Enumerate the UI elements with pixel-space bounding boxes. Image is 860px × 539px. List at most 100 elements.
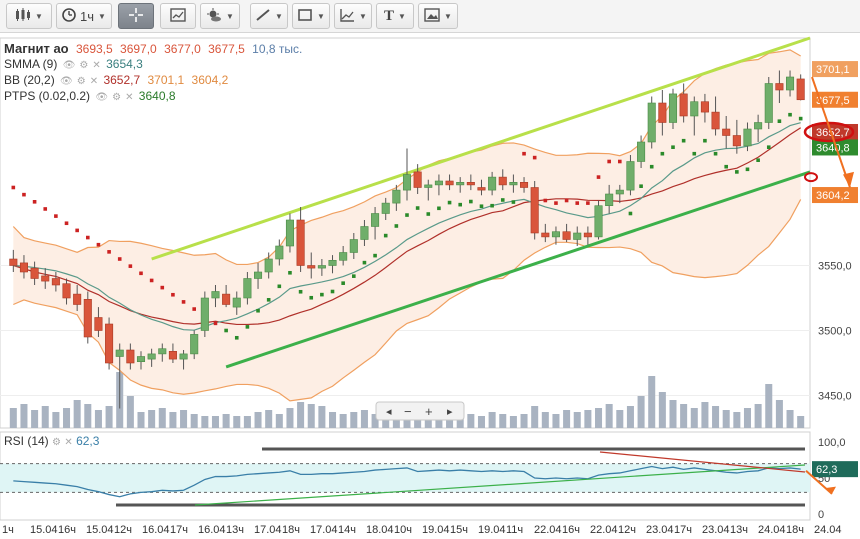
eye-icon[interactable]: 👁 xyxy=(62,60,76,71)
candle-body xyxy=(360,226,369,240)
volume-bar xyxy=(595,408,603,428)
volume-bar xyxy=(63,408,71,428)
candle-body xyxy=(147,353,156,360)
candle-body xyxy=(520,182,529,188)
candle-body xyxy=(775,83,784,91)
sar-dot xyxy=(469,199,473,204)
image-tool-button[interactable]: ▼ xyxy=(418,3,458,29)
sar-dot xyxy=(373,253,377,258)
upper-trend-line xyxy=(151,36,811,261)
volume-bars xyxy=(9,372,805,428)
crosshair-icon xyxy=(128,7,144,26)
trend-lines[interactable] xyxy=(151,36,811,369)
chart-type-button[interactable]: ▼ xyxy=(6,3,52,29)
fib-tools-button[interactable]: ▼ xyxy=(334,3,372,29)
gear-icon[interactable]: ⚙ xyxy=(52,437,61,448)
sar-dot xyxy=(160,285,165,290)
text-tool-icon: T xyxy=(384,7,395,24)
volume-bar xyxy=(105,406,113,428)
candle-body xyxy=(615,189,624,195)
volume-bar xyxy=(467,414,475,428)
price-tick-label: 3550,0 xyxy=(818,261,852,273)
scroll-left-icon[interactable]: ◂ xyxy=(386,406,392,418)
candle-body xyxy=(700,101,709,113)
volume-value: 10,8 тыс. xyxy=(252,42,303,56)
eye-icon[interactable]: 👁 xyxy=(95,92,109,103)
volume-bar xyxy=(137,412,145,428)
time-label: 1ч xyxy=(2,524,14,536)
volume-bar xyxy=(680,404,688,428)
legend-main-row: Магнит ао 3693,5 3697,0 3677,0 3677,5 10… xyxy=(4,41,302,57)
chart-frame-button[interactable] xyxy=(160,3,196,29)
shapes-button[interactable]: ▼ xyxy=(292,3,330,29)
candle-body xyxy=(317,265,326,269)
rsi-label: RSI (14) xyxy=(4,434,49,448)
smma-line xyxy=(13,122,801,331)
close-icon[interactable]: ✕ xyxy=(92,60,101,71)
close-icon[interactable]: ✕ xyxy=(89,76,99,87)
gear-icon[interactable]: ⚙ xyxy=(76,76,86,87)
candle-body xyxy=(711,111,720,130)
volume-bar xyxy=(488,412,496,428)
price-tag xyxy=(812,91,858,108)
close-icon[interactable]: ✕ xyxy=(64,437,73,448)
candle-body xyxy=(594,205,603,238)
candle-body xyxy=(541,232,550,238)
time-label: 17.04 xyxy=(254,524,282,536)
timeframe-button[interactable]: 1ч ▼ xyxy=(56,3,112,29)
sar-dot xyxy=(447,200,452,205)
volume-bar xyxy=(297,402,305,428)
sar-dot xyxy=(788,112,792,117)
close-icon[interactable]: ✕ xyxy=(125,92,134,103)
toolbar: ▼ 1ч ▼ ▼ ▼ ▼ ▼ xyxy=(0,0,860,33)
candle-body xyxy=(211,291,220,299)
volume-bar xyxy=(775,400,783,428)
sar-dot xyxy=(43,207,48,211)
sar-dot xyxy=(117,257,122,261)
volume-bar xyxy=(254,412,262,428)
candle-body xyxy=(94,317,103,331)
rsi-legend: RSI (14) ⚙ ✕ 62,3 xyxy=(4,434,99,448)
candle-body xyxy=(222,293,231,305)
time-label: 17.04 xyxy=(310,524,338,536)
scroll-right-icon[interactable]: ▸ xyxy=(447,406,453,418)
eye-icon[interactable]: 👁 xyxy=(60,76,73,87)
gear-icon[interactable]: ⚙ xyxy=(79,60,89,71)
zoom-in-button[interactable]: + xyxy=(425,404,433,419)
candle-body xyxy=(136,356,146,362)
clock-icon xyxy=(62,7,76,25)
gear-icon[interactable]: ⚙ xyxy=(112,92,122,103)
candle-body xyxy=(477,187,486,191)
volume-bar xyxy=(435,416,443,428)
volume-bar xyxy=(329,412,337,428)
zoom-out-button[interactable]: − xyxy=(404,404,412,419)
candle-body xyxy=(381,202,390,214)
draw-line-button[interactable]: ▼ xyxy=(250,3,288,29)
sar-dot xyxy=(149,278,154,283)
candle-body xyxy=(434,180,443,186)
indicators-button[interactable]: ▼ xyxy=(200,3,240,29)
volume-bar xyxy=(94,410,102,428)
candle-body xyxy=(754,122,763,130)
candle-body xyxy=(158,348,167,355)
crosshair-button[interactable] xyxy=(118,3,154,29)
candle-body xyxy=(190,334,199,355)
price-tag-label: 3640,8 xyxy=(816,142,850,154)
rsi-line xyxy=(13,465,801,498)
sar-dot xyxy=(224,328,228,333)
candle-body xyxy=(658,102,667,123)
time-label: 13ч xyxy=(730,524,748,536)
price-tick-label: 3450,0 xyxy=(818,391,852,403)
scroll-navigator[interactable]: ◂ − + ▸ xyxy=(375,401,465,421)
sar-dot xyxy=(139,271,143,276)
annotations xyxy=(803,76,855,495)
legend-ptps-row: PTPS (0.02,0.2) 👁 ⚙ ✕ 3640,8 xyxy=(4,89,302,105)
legend-bb-row: BB (20,2) 👁 ⚙ ✕ 3652,7 3701,1 3604,2 xyxy=(4,73,302,89)
candle-body xyxy=(51,278,60,286)
sar-dot xyxy=(511,200,516,204)
text-tool-button[interactable]: T ▼ xyxy=(376,3,414,29)
forecast-arrow-head xyxy=(843,171,854,188)
time-label: 16.04 xyxy=(142,524,170,536)
sar-dot xyxy=(458,202,462,207)
